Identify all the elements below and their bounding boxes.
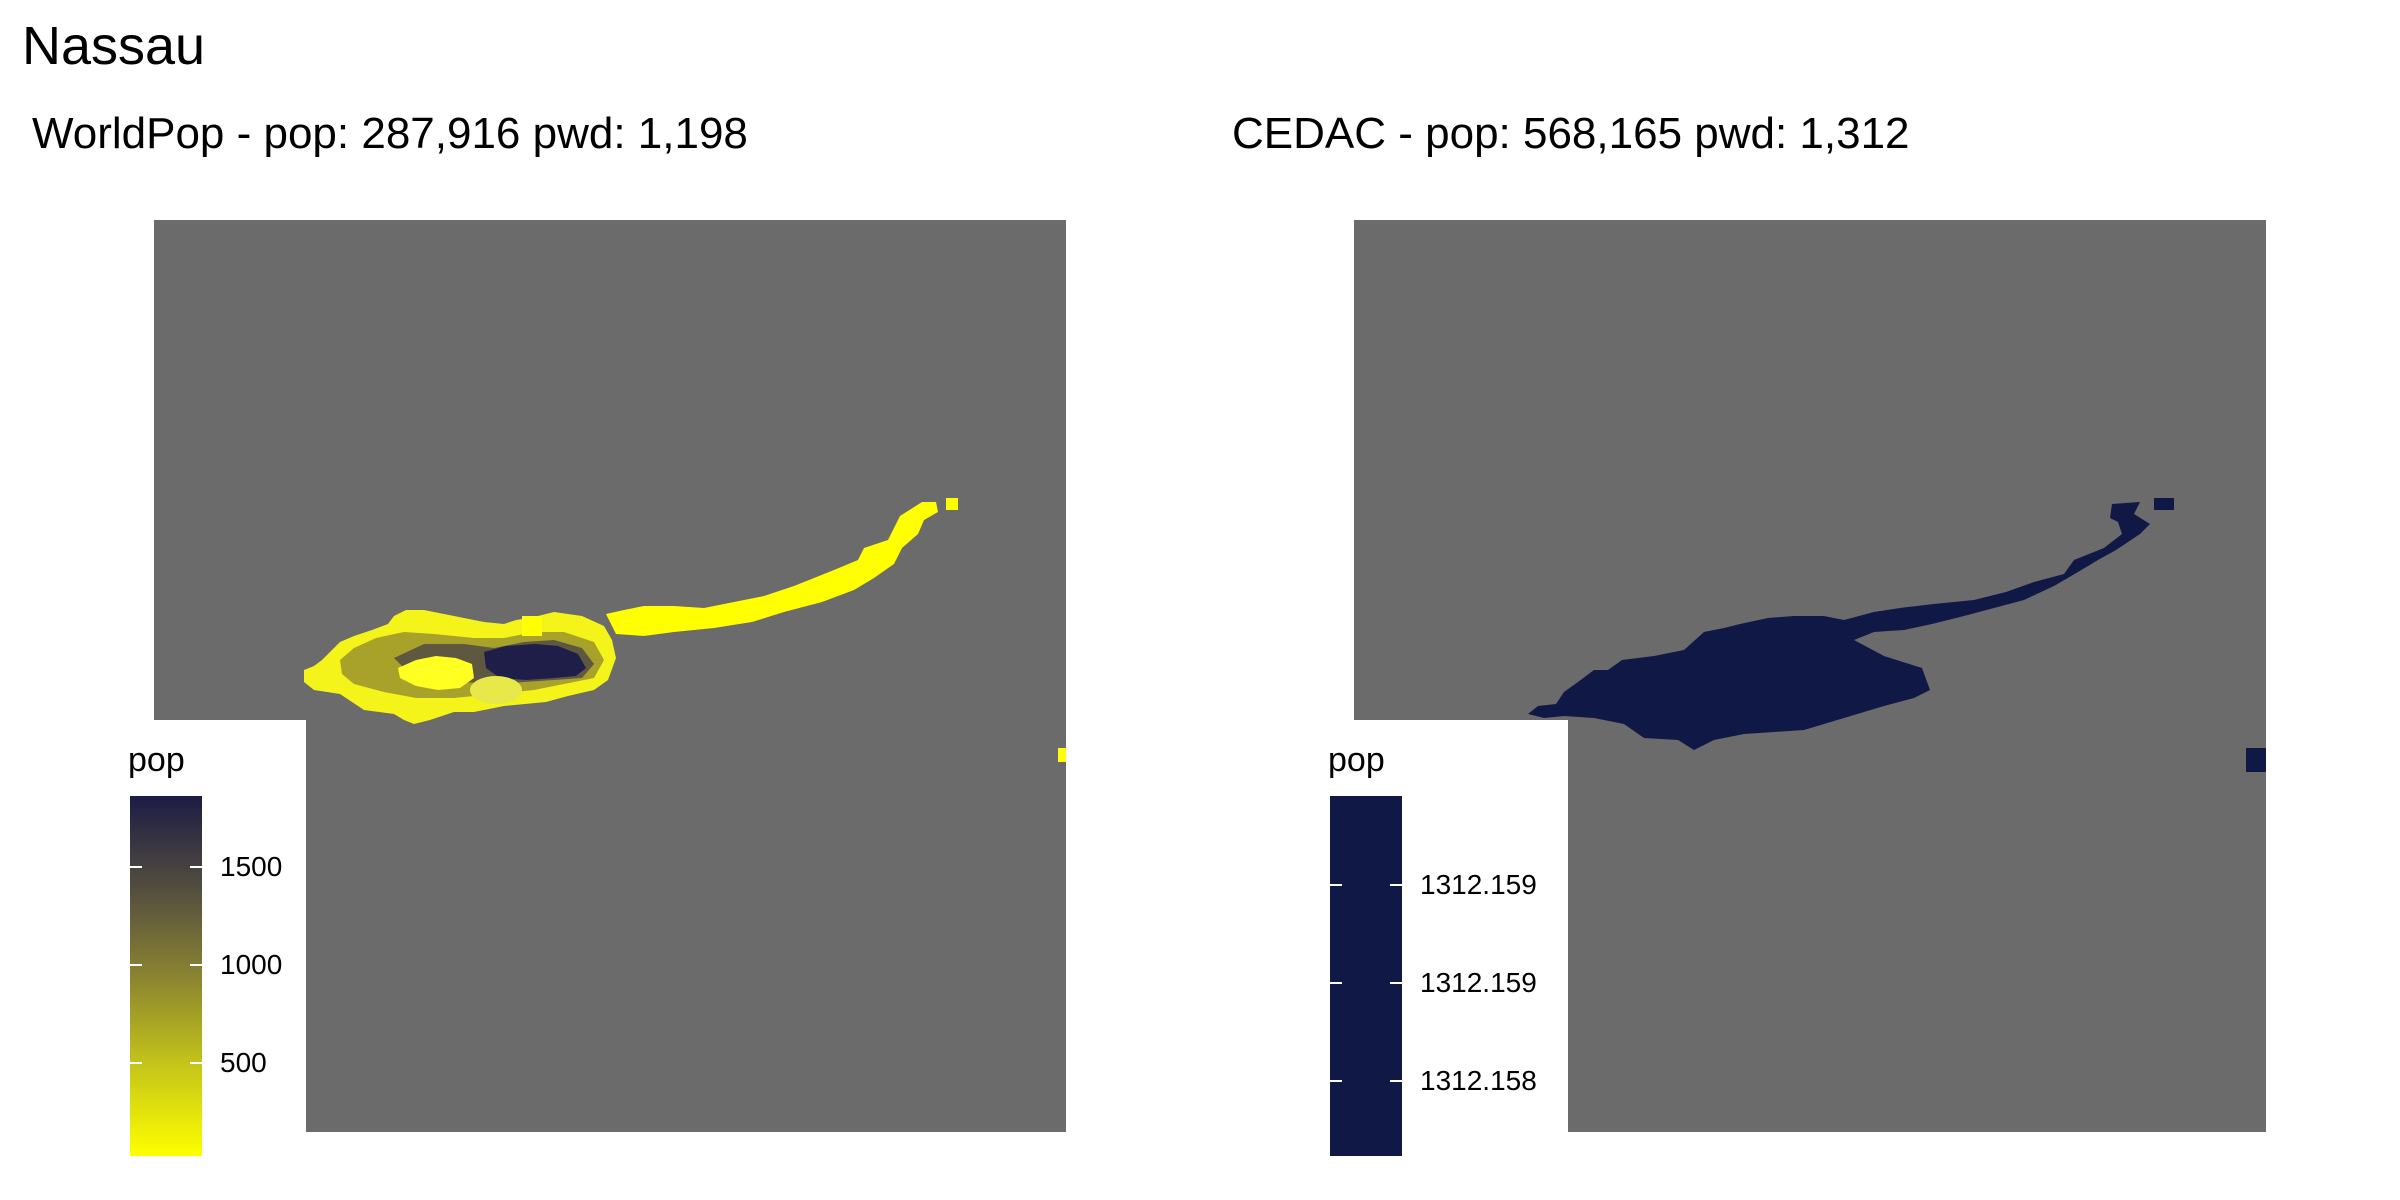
legend-tick	[1390, 982, 1402, 984]
legend-title: pop	[128, 741, 185, 779]
legend-colorbar	[130, 796, 202, 1156]
settlement-area	[1528, 502, 2150, 750]
legend-label: 1000	[220, 949, 283, 980]
legend-title: pop	[1328, 741, 1385, 779]
settlement-core	[484, 644, 586, 680]
settlement-west-patch	[398, 656, 474, 690]
legend-colorbar	[1330, 796, 1402, 1156]
worldpop-raster-map	[154, 220, 1066, 1132]
legend-tick	[1330, 982, 1342, 984]
legend-tick	[1390, 884, 1402, 886]
settlement-islet	[2154, 498, 2174, 510]
settlement-islet	[946, 498, 958, 510]
figure-title: Nassau	[22, 16, 206, 76]
legend-tick	[130, 1062, 142, 1064]
settlement-east-strip	[606, 502, 938, 636]
settlement-islet	[522, 616, 542, 636]
legend-tick	[130, 866, 142, 868]
legend-tick	[190, 964, 202, 966]
settlement-islet	[1058, 748, 1066, 762]
worldpop-panel-title: WorldPop - pop: 287,916 pwd: 1,198	[32, 109, 748, 158]
legend-label: 1312.159	[1420, 869, 1537, 900]
legend-tick	[130, 964, 142, 966]
legend-tick	[190, 866, 202, 868]
legend-label: 1312.158	[1420, 1065, 1537, 1096]
legend-tick	[1330, 884, 1342, 886]
legend-label: 1312.159	[1420, 967, 1537, 998]
legend-tick	[190, 1062, 202, 1064]
legend-label: 500	[220, 1047, 267, 1078]
legend-tick	[1330, 1080, 1342, 1082]
legend-label: 1500	[220, 851, 283, 882]
worldpop-legend: pop 1500 1000 500	[118, 720, 306, 1160]
legend-tick	[1390, 1080, 1402, 1082]
bright-spot	[470, 676, 522, 704]
cedac-legend: pop 1312.159 1312.159 1312.158	[1318, 720, 1568, 1160]
settlement-islet	[2246, 748, 2266, 772]
cedac-panel-title: CEDAC - pop: 568,165 pwd: 1,312	[1232, 109, 1910, 158]
